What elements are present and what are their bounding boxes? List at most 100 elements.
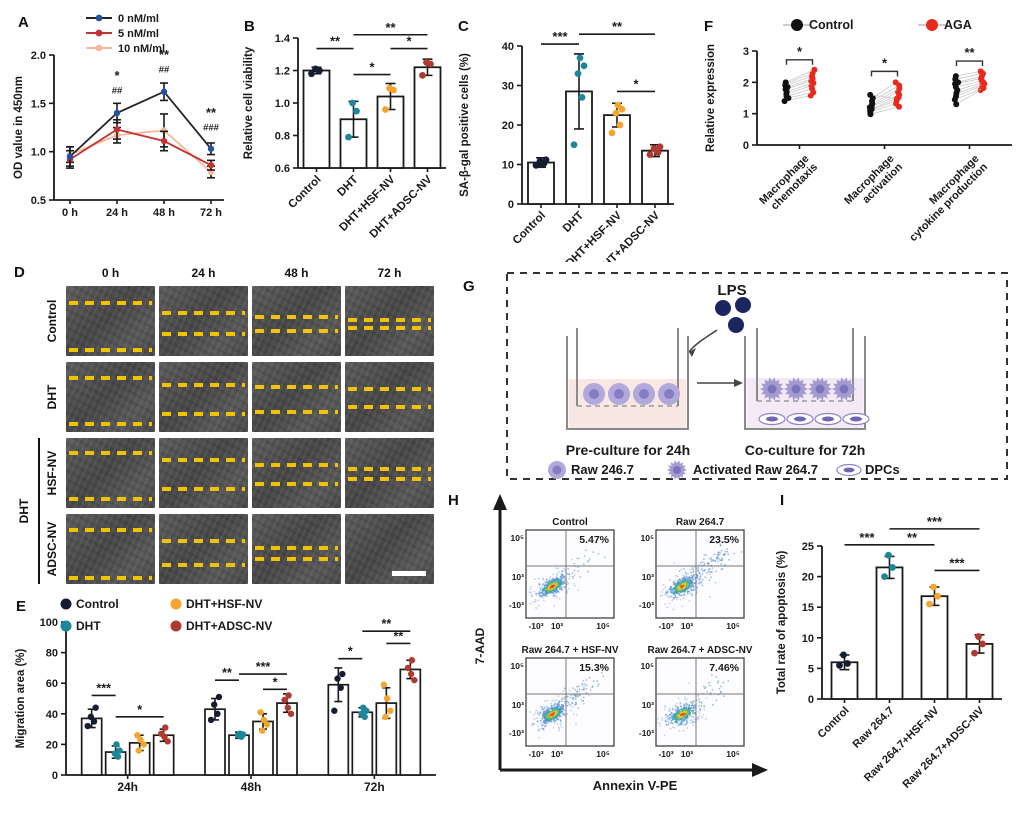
row-label-hsf-nv: HSF-NV <box>45 450 59 496</box>
svg-text:*: * <box>137 703 142 717</box>
micrograph-row2-col3 <box>345 438 434 508</box>
svg-text:2: 2 <box>743 77 749 89</box>
activated-raw-cell-icon <box>760 377 856 401</box>
svg-text:20: 20 <box>502 120 514 132</box>
wound-edge-line <box>162 563 245 567</box>
co-culture-label: Co-culture for 72h <box>745 442 866 458</box>
svg-text:AGA: AGA <box>944 18 972 32</box>
plot-H: 7-AAD Annexin V-PE Control 5.47% 10⁵ 10³ -10³ -… <box>473 494 768 793</box>
panel-e-label: E <box>16 598 27 615</box>
svg-text:10⁵: 10⁵ <box>641 661 654 671</box>
svg-text:Annexin V-PE: Annexin V-PE <box>593 778 678 793</box>
panel-c: C 0 10 20 30 40 SA-β-gal positive cells (%) Co… <box>450 6 690 277</box>
svg-text:24h: 24h <box>117 780 138 794</box>
wound-edge-line <box>69 496 152 501</box>
svg-text:0.5: 0.5 <box>31 195 46 207</box>
lps-arrow <box>688 329 718 357</box>
svg-text:-10³: -10³ <box>509 600 524 610</box>
dashed-border <box>506 272 1008 480</box>
wound-edge-line <box>69 422 152 427</box>
panel-a-label: A <box>18 14 29 31</box>
svg-text:***: *** <box>552 29 568 44</box>
svg-text:20: 20 <box>802 572 814 584</box>
wound-edge-line <box>255 557 338 562</box>
wound-edge-line <box>255 482 338 487</box>
svg-text:40: 40 <box>502 41 514 53</box>
svg-text:Raw 264.7+ADSC-NV: Raw 264.7+ADSC-NV <box>901 704 988 791</box>
wound-edge-line <box>162 457 245 462</box>
svg-text:Control: Control <box>76 597 119 611</box>
dht-group-bracket <box>38 438 40 584</box>
micrograph-row3-col3 <box>345 514 434 584</box>
panel-f-chart: 0 1 2 3 Relative expression * Macrophagechemot… <box>705 18 1012 244</box>
dht-group-label: DHT <box>17 498 31 524</box>
plot-F: 0 1 2 3 Relative expression * Macrophagechemot… <box>705 44 1012 244</box>
svg-text:10³: 10³ <box>681 621 693 631</box>
svg-text:***: *** <box>927 514 943 529</box>
svg-text:**: ** <box>393 629 403 643</box>
svg-text:**: ** <box>330 34 341 49</box>
svg-text:10³: 10³ <box>512 572 524 582</box>
svg-text:0: 0 <box>743 140 749 152</box>
svg-text:**: ** <box>381 617 391 631</box>
svg-text:10⁵: 10⁵ <box>596 749 609 759</box>
svg-text:1.5: 1.5 <box>31 98 46 110</box>
svg-text:-10³: -10³ <box>658 749 673 759</box>
svg-text:48 h: 48 h <box>153 207 175 219</box>
wound-edge-line <box>348 325 431 330</box>
svg-text:0 nM/ml: 0 nM/ml <box>118 13 159 25</box>
pre-culture-well <box>566 328 689 430</box>
svg-text:20: 20 <box>46 739 58 751</box>
svg-text:Relative cell viability: Relative cell viability <box>243 46 255 159</box>
plot-I: 0 5 10 15 20 25 Total rate of apoptosis (%) Con… <box>776 514 1002 791</box>
micrograph-row0-col1 <box>159 286 248 356</box>
panel-i-label: I <box>780 492 785 509</box>
panel-f: F 0 1 2 3 Relative expression * Macrophagechem… <box>690 6 1018 264</box>
svg-text:*: * <box>369 60 375 75</box>
lps-particles-icon <box>715 297 751 333</box>
panel-g-diagram: LPS <box>506 272 1008 480</box>
svg-text:25: 25 <box>802 541 814 553</box>
svg-text:Control: Control <box>809 18 853 32</box>
panel-i-chart: 0 5 10 15 20 25 Total rate of apoptosis (%) Con… <box>776 514 1002 791</box>
micrograph-row1-col1 <box>159 362 248 432</box>
wound-edge-line <box>348 476 431 481</box>
row-label-control: Control <box>45 299 59 343</box>
svg-text:10⁵: 10⁵ <box>596 621 609 631</box>
svg-text:10: 10 <box>802 633 814 645</box>
svg-text:48h: 48h <box>241 780 262 794</box>
plot-B: 0.6 0.8 1.0 1.2 1.4 Relative cell viability Co… <box>243 20 446 241</box>
svg-text:***: *** <box>859 530 875 545</box>
svg-text:-10³: -10³ <box>639 600 654 610</box>
svg-text:Raw 264.7 + ADSC-NV: Raw 264.7 + ADSC-NV <box>648 645 753 656</box>
svg-text:SA-β-gal positive cells (%): SA-β-gal positive cells (%) <box>459 53 471 197</box>
svg-text:-10³: -10³ <box>509 728 524 738</box>
svg-text:10³: 10³ <box>551 749 563 759</box>
svg-text:0 h: 0 h <box>62 207 78 219</box>
svg-text:0: 0 <box>52 770 58 782</box>
panel-d: D 0 h 24 h 48 h 72 h Control DHT HSF-NV ADSC-NV… <box>8 256 440 594</box>
svg-text:-10³: -10³ <box>639 728 654 738</box>
svg-text:1.2: 1.2 <box>275 66 290 78</box>
row-label-dht: DHT <box>45 384 59 410</box>
wound-edge-line <box>162 539 245 544</box>
panel-b-chart: 0.6 0.8 1.0 1.2 1.4 Relative cell viability Co… <box>243 20 446 241</box>
panel-c-label: C <box>458 18 469 35</box>
plot-E: 0 20 40 60 80 100 Migration area (%) 24h 48h 72h *… <box>15 617 436 794</box>
wound-edge-line <box>69 575 152 580</box>
svg-text:Total rate of apoptosis (%): Total rate of apoptosis (%) <box>776 551 788 695</box>
svg-text:-10³: -10³ <box>528 621 543 631</box>
svg-text:10 nM/ml: 10 nM/ml <box>118 43 165 55</box>
svg-text:10⁵: 10⁵ <box>511 533 524 543</box>
svg-text:DHT: DHT <box>561 210 586 235</box>
panel-e-chart: 0 20 40 60 80 100 Migration area (%) 24h 48h 72h *… <box>15 597 436 794</box>
svg-text:##: ## <box>159 64 170 75</box>
svg-text:10³: 10³ <box>642 572 654 582</box>
svg-text:5.47%: 5.47% <box>579 534 609 546</box>
svg-text:10³: 10³ <box>681 749 693 759</box>
pre-culture-label: Pre-culture for 24h <box>566 442 690 458</box>
svg-text:**: ** <box>206 105 217 120</box>
wound-edge-line <box>162 487 245 491</box>
micrograph-row2-col0 <box>66 438 155 508</box>
